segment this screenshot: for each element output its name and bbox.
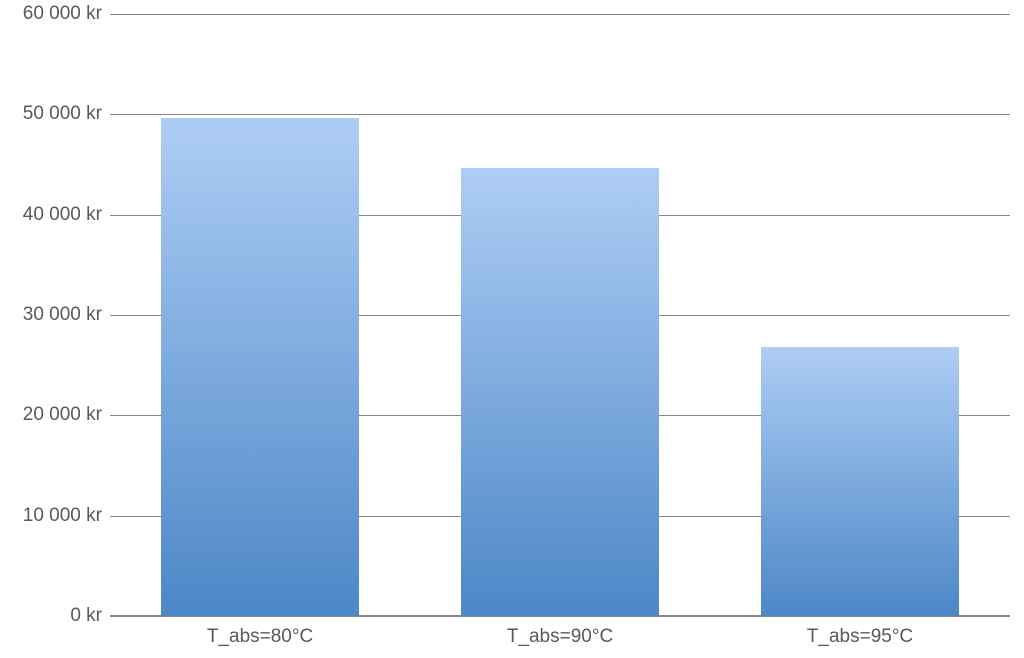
x-tick-label: T_abs=90°C [507, 616, 613, 648]
bar [461, 168, 659, 616]
y-tick-label: 0 kr [70, 605, 110, 627]
y-tick-label: 40 000 kr [23, 204, 110, 226]
y-tick-label: 60 000 kr [23, 3, 110, 25]
x-tick-label: T_abs=80°C [207, 616, 313, 648]
y-tick-label: 10 000 kr [23, 505, 110, 527]
bar [161, 118, 359, 616]
gridline [110, 114, 1010, 115]
bar-chart: 0 kr 10 000 kr 20 000 kr 30 000 kr 40 000 kr… [0, 0, 1024, 658]
y-tick-label: 20 000 kr [23, 404, 110, 426]
plot-area: 0 kr10 000 kr20 000 kr30 000 kr40 000 kr… [110, 14, 1010, 616]
gridline [110, 14, 1010, 15]
bar [761, 347, 959, 616]
y-tick-label: 50 000 kr [23, 103, 110, 125]
y-tick-label: 30 000 kr [23, 304, 110, 326]
x-tick-label: T_abs=95°C [807, 616, 913, 648]
